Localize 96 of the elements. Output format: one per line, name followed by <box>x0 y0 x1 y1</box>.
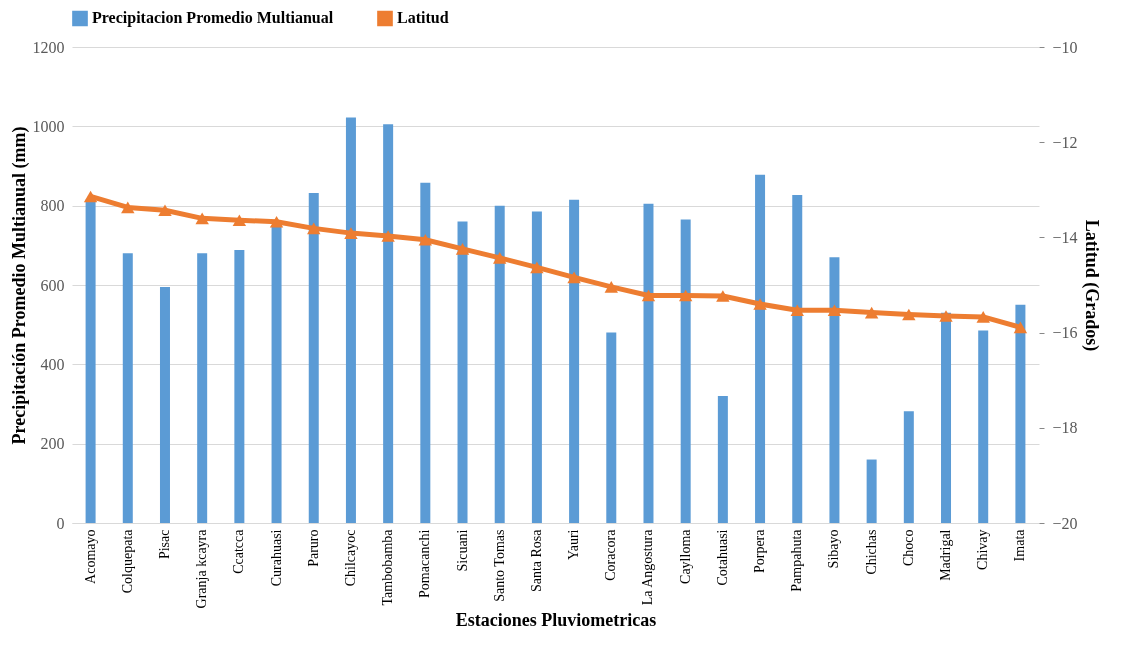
bar <box>531 211 542 523</box>
point <box>307 222 321 235</box>
x-tick-label: La Angostura <box>640 528 656 606</box>
bar <box>420 182 431 523</box>
x-tick-label: Pomacanchi <box>417 529 433 598</box>
y-tick-label: 1200 <box>32 38 65 56</box>
point <box>158 204 172 217</box>
bar <box>643 203 654 523</box>
bar <box>345 117 356 523</box>
x-tick-label: Choco <box>900 529 916 567</box>
y2-tick-label: −20 <box>1052 514 1078 532</box>
x-tick-label: Pampahuta <box>789 528 805 592</box>
point <box>530 261 544 274</box>
x-axis-title: Estaciones Pluviometricas <box>455 610 657 631</box>
x-tick-label: Imata <box>1012 528 1028 562</box>
y-tick-label: 200 <box>40 435 65 453</box>
point <box>641 289 656 302</box>
x-tick-label: Chichas <box>863 529 879 575</box>
legend-label: Precipitacion Promedio Multianual <box>92 9 334 28</box>
bar <box>792 194 803 523</box>
y2-tick-label: −12 <box>1052 133 1078 151</box>
bar <box>159 286 170 523</box>
bar <box>383 124 394 523</box>
bar <box>978 330 989 523</box>
point <box>418 233 433 246</box>
bar <box>85 199 96 523</box>
point <box>939 310 953 322</box>
x-tick-label: Coracora <box>603 528 619 581</box>
x-tick-label: Tambobamba <box>380 528 396 606</box>
bar <box>717 396 728 523</box>
point <box>976 311 990 323</box>
point <box>493 252 507 264</box>
x-tick-label: Sicuani <box>454 529 470 572</box>
x-tick-label: Santa Rosa <box>528 528 544 593</box>
x-tick-label: Paruro <box>305 529 321 567</box>
y2-tick-label: −16 <box>1052 324 1078 342</box>
point <box>827 304 842 317</box>
bar <box>197 253 208 523</box>
y-tick-label: 600 <box>40 276 65 294</box>
x-tick-label: Chivay <box>975 529 991 570</box>
y2-tick-label: −14 <box>1052 228 1078 246</box>
bar <box>457 221 468 523</box>
point <box>567 271 581 284</box>
y-tick-label: 800 <box>40 197 65 215</box>
bar <box>271 225 282 523</box>
y2-tick-label: −18 <box>1052 419 1078 437</box>
point <box>195 212 209 225</box>
point <box>753 298 767 310</box>
bar <box>234 250 245 523</box>
bar <box>569 199 580 523</box>
y-tick-label: 0 <box>56 514 65 532</box>
x-tick-label: Sibayo <box>826 529 842 569</box>
x-tick-label: Caylloma <box>677 528 693 584</box>
bar <box>494 205 505 523</box>
x-tick-label: Chilcayoc <box>342 529 358 587</box>
x-tick-label: Santo Tomas <box>491 529 507 602</box>
bar <box>941 312 952 523</box>
point <box>121 201 135 214</box>
x-tick-label: Madrigal <box>938 529 954 581</box>
point <box>455 243 470 255</box>
y2-tick-label: −10 <box>1052 38 1078 56</box>
point <box>1013 321 1028 334</box>
x-tick-label: Acomayo <box>82 529 98 584</box>
x-tick-label: Cotahuasi <box>714 529 730 586</box>
bar <box>308 192 319 523</box>
y-tick-label: 400 <box>40 355 65 373</box>
point <box>864 306 879 319</box>
x-tick-label: Yauri <box>566 529 582 560</box>
point <box>716 290 730 302</box>
x-tick-label: Pisac <box>156 529 172 560</box>
x-tick-label: Granja kcayra <box>194 528 210 609</box>
point <box>344 227 358 239</box>
point <box>678 289 693 302</box>
y2-axis-title: Latitud (Grados) <box>1080 219 1102 352</box>
point <box>381 230 395 242</box>
x-tick-label: Colquepata <box>119 528 135 594</box>
bar <box>829 257 840 523</box>
x-tick-label: Ccatcca <box>231 528 247 574</box>
bar <box>606 332 617 523</box>
point <box>902 308 916 321</box>
y-tick-label: 1000 <box>32 117 65 135</box>
legend-label: Latitud <box>397 9 449 27</box>
bar <box>680 219 691 523</box>
point <box>604 281 618 293</box>
point <box>790 304 804 317</box>
bar <box>866 459 877 523</box>
x-tick-label: Curahuasi <box>268 529 284 587</box>
bar <box>755 174 766 523</box>
bar <box>1015 304 1026 523</box>
x-tick-label: Porpera <box>752 528 768 574</box>
point <box>269 215 284 228</box>
bar <box>122 253 133 523</box>
point <box>83 190 98 203</box>
bar <box>903 411 914 523</box>
point <box>232 214 247 227</box>
y-axis-title: Precipitación Promedio Multianual (mm) <box>8 126 30 445</box>
